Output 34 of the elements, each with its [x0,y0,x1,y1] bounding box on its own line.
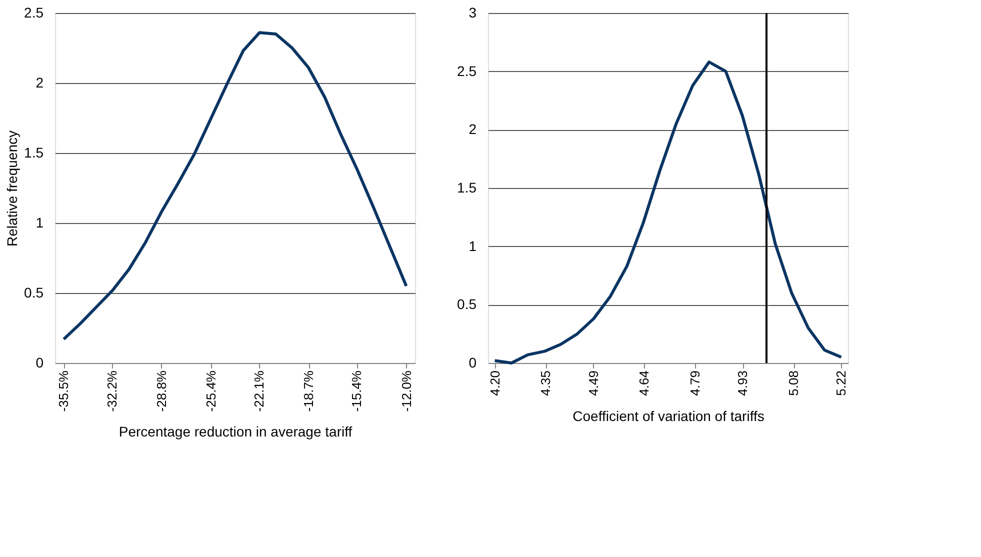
y-tick-label: 0.5 [457,296,477,312]
x-tick-label: 4.64 [636,370,652,396]
y-tick-label: 2 [468,121,477,138]
y-tick-label: 3 [468,4,477,20]
x-tick-label: 4.79 [688,370,703,396]
y-tick-label: 1.5 [457,180,477,196]
x-tick-label: 5.08 [786,370,802,396]
y-tick-label: 2.5 [24,4,44,20]
line-series [493,60,843,364]
x-tick-label: -32.2% [104,370,120,412]
y-tick-label: 1 [36,214,44,230]
x-axis-title: Coefficient of variation of tariffs [572,408,764,424]
x-tick-label: 4.20 [487,370,502,396]
y-tick-label: 2 [36,74,44,90]
y-tick-label: 1.5 [24,144,44,160]
x-tick-label: -18.7% [301,370,316,412]
y-tick-label: 2.5 [457,62,477,79]
x-tick-label: 4.35 [538,370,554,396]
x-tick-label: -28.8% [154,370,169,412]
y-axis-title: Relative frequency [4,130,20,246]
x-tick-label: -25.4% [203,370,218,412]
y-tick-label: 0 [36,354,44,370]
y-tick-label: 1 [468,238,477,254]
x-tick-label: -22.1% [252,370,267,412]
x-tick-label: -15.4% [349,370,364,412]
y-tick-label: 0 [468,354,477,370]
x-tick-label: 5.22 [834,370,849,396]
line-series [62,31,408,341]
x-tick-label: 4.93 [735,370,750,396]
x-axis-title: Percentage reduction in average tariff [118,424,352,440]
y-tick-label: 0.5 [24,284,44,300]
x-tick-label: -35.5% [56,370,72,412]
x-tick-label: -12.0% [398,370,414,412]
x-tick-label: 4.49 [586,370,601,396]
